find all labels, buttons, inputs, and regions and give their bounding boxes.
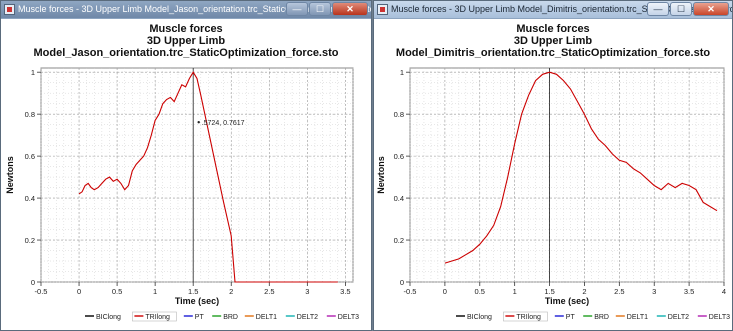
legend-item: BRD [212, 314, 238, 321]
x-tick-label: 1 [513, 287, 517, 296]
y-tick-label: 0 [400, 278, 404, 287]
maximize-button[interactable]: ☐ [670, 2, 692, 16]
y-tick-label: 1 [31, 68, 35, 77]
legend-item: DELT3 [327, 314, 359, 321]
legend-label: BRD [223, 314, 238, 321]
y-tick-label: 0.4 [25, 194, 35, 203]
chart-title-line: Muscle forces [516, 23, 589, 35]
legend-label: DELT3 [338, 314, 359, 321]
x-axis-label: Time (sec) [545, 296, 589, 306]
plot-area [410, 68, 724, 282]
legend-label: DELT1 [627, 314, 648, 321]
y-tick-label: 0.6 [394, 152, 404, 161]
y-tick-label: 1 [400, 68, 404, 77]
legend-label: DELT2 [668, 314, 689, 321]
x-tick-label: 3.5 [340, 287, 350, 296]
legend-item: BIClong [85, 314, 121, 321]
y-tick-label: 0.4 [394, 194, 404, 203]
legend-label: DELT3 [709, 314, 730, 321]
chart-title-line: Muscle forces [149, 23, 222, 35]
legend-item: BIClong [456, 314, 492, 321]
legend-item: DELT3 [698, 314, 730, 321]
x-tick-label: 0 [77, 287, 81, 296]
minimize-button[interactable]: — [286, 2, 308, 16]
legend-label: PT [566, 314, 576, 321]
chart-title-line: Model_Dimitris_orientation.trc_StaticOpt… [396, 47, 710, 59]
legend-item: PT [555, 314, 576, 321]
legend-label: BRD [594, 314, 609, 321]
right-chart-area[interactable]: Muscle forces 3D Upper Limb Model_Dimitris… [374, 20, 732, 330]
close-button[interactable]: ✕ [332, 2, 368, 16]
close-button[interactable]: ✕ [693, 2, 729, 16]
legend-label: PT [195, 314, 205, 321]
app-icon [4, 4, 15, 15]
legend-item: DELT2 [286, 314, 318, 321]
x-tick-label: 0.5 [112, 287, 122, 296]
legend-label: BIClong [96, 314, 121, 321]
legend-label: TRIlong [145, 314, 170, 321]
legend-label: BIClong [467, 314, 492, 321]
y-axis-label: Newtons [5, 156, 15, 194]
x-tick-label: -0.5 [35, 287, 48, 296]
legend: BIClong TRIlong PT BRD DELT1 DELT2 DELT3 [456, 312, 730, 321]
x-tick-label: 3 [305, 287, 309, 296]
left-plot-window: Muscle forces - 3D Upper Limb Model_Jaso… [0, 0, 372, 331]
maximize-button[interactable]: ☐ [309, 2, 331, 16]
legend-item: BRD [583, 314, 609, 321]
legend-item: DELT1 [616, 314, 648, 321]
x-tick-label: 2.5 [614, 287, 624, 296]
x-axis-label: Time (sec) [175, 296, 219, 306]
legend-item: DELT1 [245, 314, 277, 321]
legend-label: DELT1 [256, 314, 277, 321]
x-tick-label: 1.5 [188, 287, 198, 296]
y-tick-label: 0.8 [25, 110, 35, 119]
left-window-titlebar[interactable]: Muscle forces - 3D Upper Limb Model_Jaso… [1, 1, 371, 19]
left-chart-area[interactable]: Muscle forces 3D Upper Limb Model_Jason_or… [1, 20, 371, 330]
x-tick-label: 1.5 [544, 287, 554, 296]
x-tick-label: -0.5 [404, 287, 417, 296]
chart-title-line: 3D Upper Limb [147, 35, 226, 47]
legend: BIClong TRIlong PT BRD DELT1 DELT2 DELT3 [85, 312, 359, 321]
plot-area [41, 68, 353, 282]
legend-item: PT [184, 314, 205, 321]
y-tick-label: 0.8 [394, 110, 404, 119]
x-tick-label: 0 [443, 287, 447, 296]
x-tick-label: 2 [229, 287, 233, 296]
annotation-label: .5724, 0.7617 [202, 120, 245, 127]
chart-title-line: Model_Jason_orientation.trc_StaticOptimi… [33, 47, 338, 59]
minimize-button[interactable]: — [647, 2, 669, 16]
x-tick-label: 1 [153, 287, 157, 296]
y-tick-label: 0.6 [25, 152, 35, 161]
y-tick-label: 0.2 [25, 236, 35, 245]
legend-item: DELT2 [657, 314, 689, 321]
legend-item: TRIlong [503, 312, 547, 321]
x-tick-label: 0.5 [475, 287, 485, 296]
x-tick-label: 2.5 [264, 287, 274, 296]
x-tick-label: 2 [582, 287, 586, 296]
legend-label: DELT2 [297, 314, 318, 321]
right-plot-window: Muscle forces - 3D Upper Limb Model_Dimi… [373, 0, 733, 331]
legend-item: TRIlong [132, 312, 176, 321]
x-tick-label: 3 [652, 287, 656, 296]
x-tick-label: 3.5 [684, 287, 694, 296]
x-tick-label: 4 [722, 287, 726, 296]
right-window-titlebar[interactable]: Muscle forces - 3D Upper Limb Model_Dimi… [374, 1, 732, 19]
annotation-point [198, 121, 200, 123]
legend-label: TRIlong [516, 314, 541, 321]
y-tick-label: 0 [31, 278, 35, 287]
y-tick-label: 0.2 [394, 236, 404, 245]
y-axis-label: Newtons [376, 156, 386, 194]
chart-title-line: 3D Upper Limb [514, 35, 593, 47]
app-icon [377, 4, 388, 15]
